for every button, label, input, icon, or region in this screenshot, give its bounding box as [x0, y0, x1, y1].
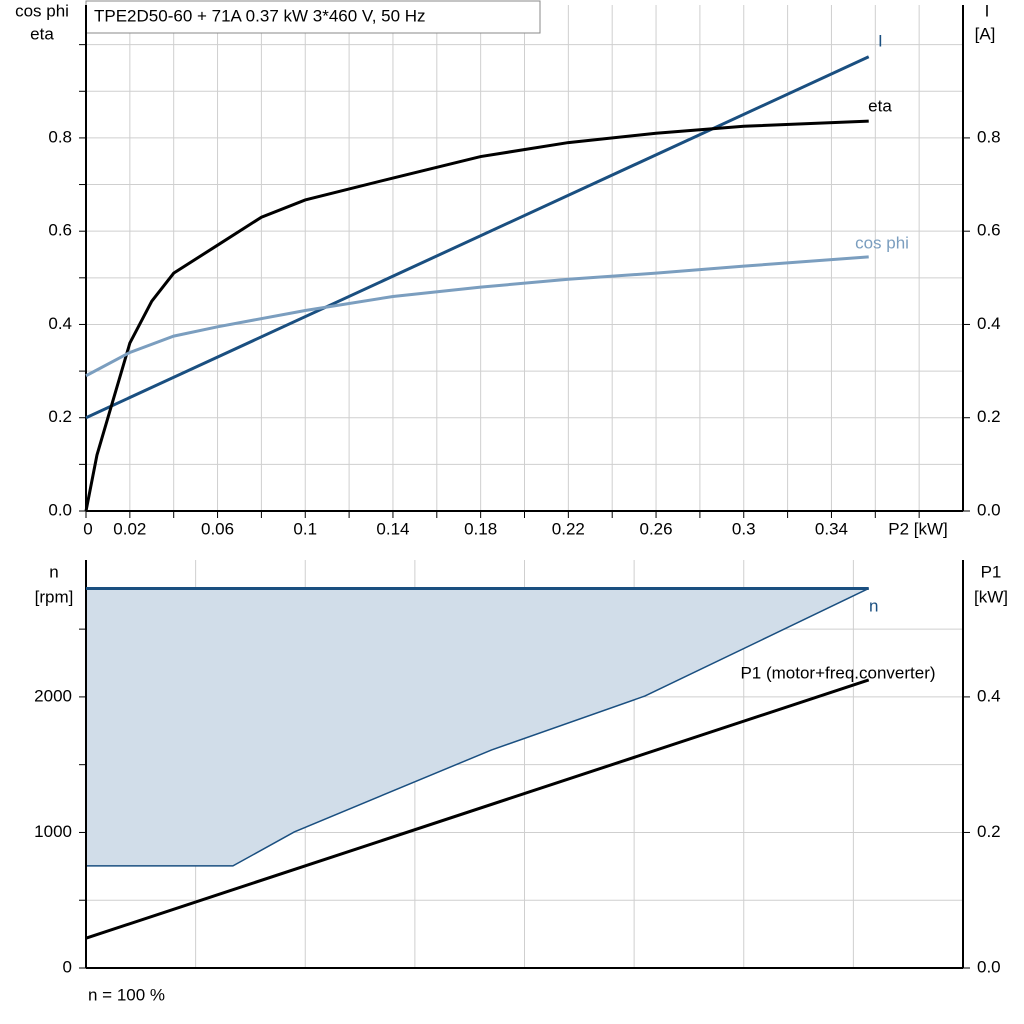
band-edge [86, 587, 870, 867]
series-label: I [878, 31, 883, 50]
x-tick-label: 0.34 [815, 519, 848, 538]
y2-axis-label: [kW] [974, 587, 1008, 606]
y-tick-label: 0.4 [48, 314, 72, 333]
series-label: P1 (motor+freq.converter) [740, 663, 935, 682]
x-tick-label: 0.06 [201, 519, 234, 538]
y-axis-label: cos phi [15, 1, 69, 20]
y-tick-label: 0.6 [48, 221, 72, 240]
x-axis-label: P2 [kW] [888, 519, 948, 538]
y-tick-label: 0.2 [48, 407, 72, 426]
y-axis-label: [rpm] [35, 587, 74, 606]
series-label: n [869, 596, 878, 615]
y2-tick-label: 0.2 [977, 407, 1001, 426]
y2-tick-label: 0.0 [977, 957, 1001, 976]
series-label: cos phi [855, 233, 909, 252]
y-tick-label: 0.0 [48, 500, 72, 519]
x-tick-label: 0.02 [113, 519, 146, 538]
x-tick-label: 0.14 [376, 519, 409, 538]
y2-axis-label: P1 [981, 562, 1002, 581]
x-tick-label: 0.1 [293, 519, 317, 538]
chart-title: TPE2D50-60 + 71A 0.37 kW 3*460 V, 50 Hz [94, 6, 426, 25]
x-tick-label: 0.3 [732, 519, 756, 538]
band-area [86, 588, 869, 866]
series-label: eta [868, 96, 892, 115]
note: n = 100 % [88, 985, 165, 1004]
series-line [85, 255, 869, 378]
y2-tick-label: 0.0 [977, 500, 1001, 519]
y2-tick-label: 0.2 [977, 822, 1001, 841]
y-axis-label: eta [30, 24, 54, 43]
y-axis-label: n [49, 562, 58, 581]
x-tick-label: 0.18 [464, 519, 497, 538]
y-tick-label: 0.8 [48, 127, 72, 146]
x-tick-label: 0 [83, 519, 92, 538]
y2-axis-label: [A] [975, 24, 996, 43]
y2-axis-label: I [985, 1, 990, 20]
x-tick-label: 0.22 [552, 519, 585, 538]
series-line [85, 55, 870, 420]
y2-tick-label: 0.8 [977, 127, 1001, 146]
y-tick-label: 2000 [34, 686, 72, 705]
series-line [85, 678, 870, 940]
x-tick-label: 0.26 [640, 519, 673, 538]
y2-tick-label: 0.6 [977, 221, 1001, 240]
title-box [85, 0, 541, 34]
series-line [84, 119, 869, 512]
y-tick-label: 0 [63, 957, 72, 976]
y2-tick-label: 0.4 [977, 314, 1001, 333]
y-tick-label: 1000 [34, 822, 72, 841]
y2-tick-label: 0.4 [977, 686, 1001, 705]
